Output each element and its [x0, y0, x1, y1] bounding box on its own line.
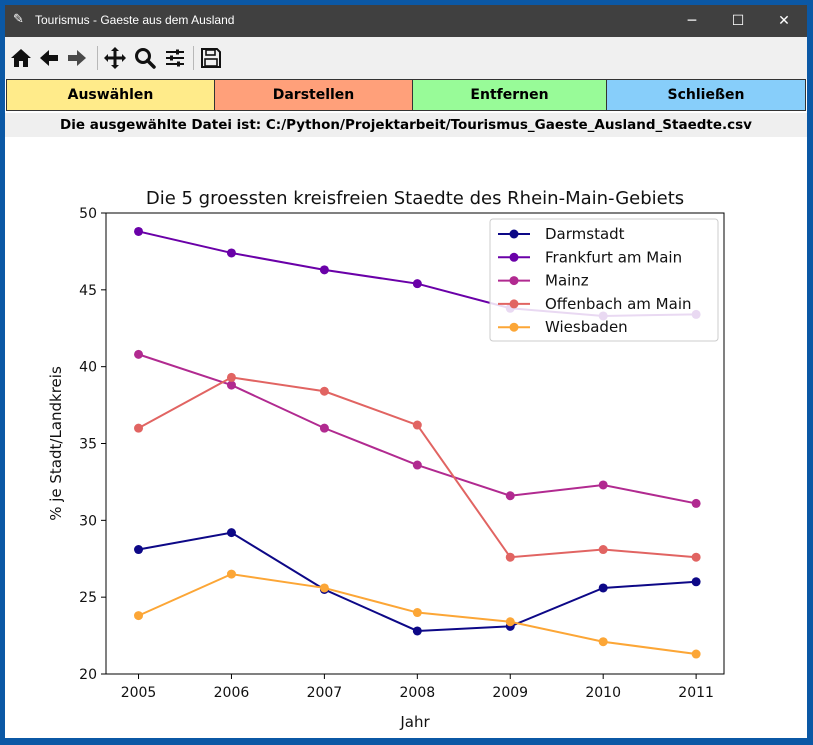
plot-toolbar [5, 37, 807, 79]
legend-label: Darmstadt [545, 225, 625, 243]
x-tick-label: 2008 [400, 685, 436, 701]
data-point [226, 380, 236, 390]
data-point [691, 552, 701, 562]
y-tick-label: 45 [79, 283, 97, 299]
legend-marker [509, 276, 519, 286]
y-tick-label: 25 [79, 590, 97, 606]
save-icon [201, 48, 221, 68]
legend-label: Mainz [545, 272, 589, 290]
legend-marker [509, 252, 519, 262]
save-button[interactable] [199, 46, 223, 70]
title-bar[interactable]: ✎ Tourismus - Gaeste aus dem Ausland ─ ☐… [5, 5, 807, 37]
home-button[interactable] [9, 46, 33, 70]
select-file-label: Auswählen [67, 87, 154, 103]
data-point [412, 279, 422, 289]
maximize-button[interactable]: ☐ [715, 5, 761, 37]
zoom-button[interactable] [133, 46, 157, 70]
data-point [691, 498, 701, 508]
y-tick-label: 40 [79, 360, 97, 376]
data-point [134, 423, 144, 433]
x-tick-label: 2011 [678, 685, 714, 701]
data-point [319, 423, 329, 433]
data-point [505, 491, 515, 501]
line-chart[interactable]: Die 5 groessten kreisfreien Staedte des … [5, 137, 807, 738]
x-tick-label: 2007 [307, 685, 343, 701]
legend-label: Offenbach am Main [545, 295, 692, 313]
draw-label: Darstellen [272, 87, 355, 103]
data-point [412, 608, 422, 618]
window-title: Tourismus - Gaeste aus dem Ausland [35, 13, 235, 27]
data-point [319, 265, 329, 275]
y-tick-label: 35 [79, 437, 97, 453]
x-tick-label: 2005 [121, 685, 157, 701]
close-icon: ✕ [778, 13, 790, 29]
data-point [226, 372, 236, 382]
data-point [691, 577, 701, 587]
data-point [226, 569, 236, 579]
x-tick-label: 2010 [585, 685, 621, 701]
plot-area[interactable]: Die 5 groessten kreisfreien Staedte des … [5, 137, 807, 738]
toolbar-separator [193, 46, 194, 70]
chart-title: Die 5 groessten kreisfreien Staedte des … [146, 188, 684, 209]
close-label: Schließen [667, 87, 745, 103]
legend-marker [509, 229, 519, 239]
toolbar-separator [97, 46, 98, 70]
back-button[interactable] [37, 46, 61, 70]
data-point [319, 386, 329, 396]
minimize-button[interactable]: ─ [669, 5, 715, 37]
legend-marker [509, 322, 519, 332]
configure-subplots-icon [166, 49, 184, 67]
zoom-icon [135, 48, 156, 69]
legend-label: Frankfurt am Main [545, 248, 682, 266]
data-point [598, 583, 608, 593]
pan-icon [104, 47, 126, 69]
data-point [319, 583, 329, 593]
data-point [134, 349, 144, 359]
x-tick-label: 2006 [214, 685, 250, 701]
data-point [691, 649, 701, 659]
back-arrow-icon [40, 50, 58, 66]
x-axis-label: Jahr [399, 713, 430, 731]
forward-button[interactable] [65, 46, 89, 70]
feather-icon: ✎ [13, 12, 24, 27]
x-tick-label: 2009 [492, 685, 528, 701]
data-point [226, 528, 236, 538]
configure-subplots-button[interactable] [163, 46, 187, 70]
y-axis-label: % je Stadt/Landkreis [47, 366, 65, 521]
data-point [226, 248, 236, 258]
selected-file-label: Die ausgewählte Datei ist: C:/Python/Pro… [5, 113, 807, 137]
close-window-button[interactable]: ✕ [761, 5, 807, 37]
data-point [598, 480, 608, 490]
legend-label: Wiesbaden [545, 318, 628, 336]
data-point [505, 552, 515, 562]
minimize-icon: ─ [687, 13, 697, 29]
remove-label: Entfernen [470, 87, 549, 103]
forward-arrow-icon [68, 50, 86, 66]
action-button-row: Auswählen Darstellen Entfernen Schließen [5, 79, 807, 111]
data-point [134, 545, 144, 555]
y-tick-label: 50 [79, 206, 97, 222]
data-point [134, 611, 144, 621]
data-point [505, 617, 515, 627]
data-point [412, 460, 422, 470]
app-window: ✎ Tourismus - Gaeste aus dem Ausland ─ ☐… [5, 5, 807, 738]
data-point [412, 626, 422, 636]
close-button[interactable]: Schließen [606, 79, 806, 111]
legend-marker [509, 299, 519, 309]
select-file-button[interactable]: Auswählen [6, 79, 215, 111]
y-tick-label: 30 [79, 513, 97, 529]
maximize-icon: ☐ [731, 13, 745, 29]
draw-button[interactable]: Darstellen [214, 79, 413, 111]
data-point [598, 637, 608, 647]
data-point [412, 420, 422, 430]
home-icon [11, 49, 31, 67]
data-point [598, 545, 608, 555]
data-point [134, 226, 144, 236]
y-tick-label: 20 [79, 667, 97, 683]
legend-box [489, 218, 719, 342]
pan-button[interactable] [103, 46, 127, 70]
remove-button[interactable]: Entfernen [412, 79, 607, 111]
